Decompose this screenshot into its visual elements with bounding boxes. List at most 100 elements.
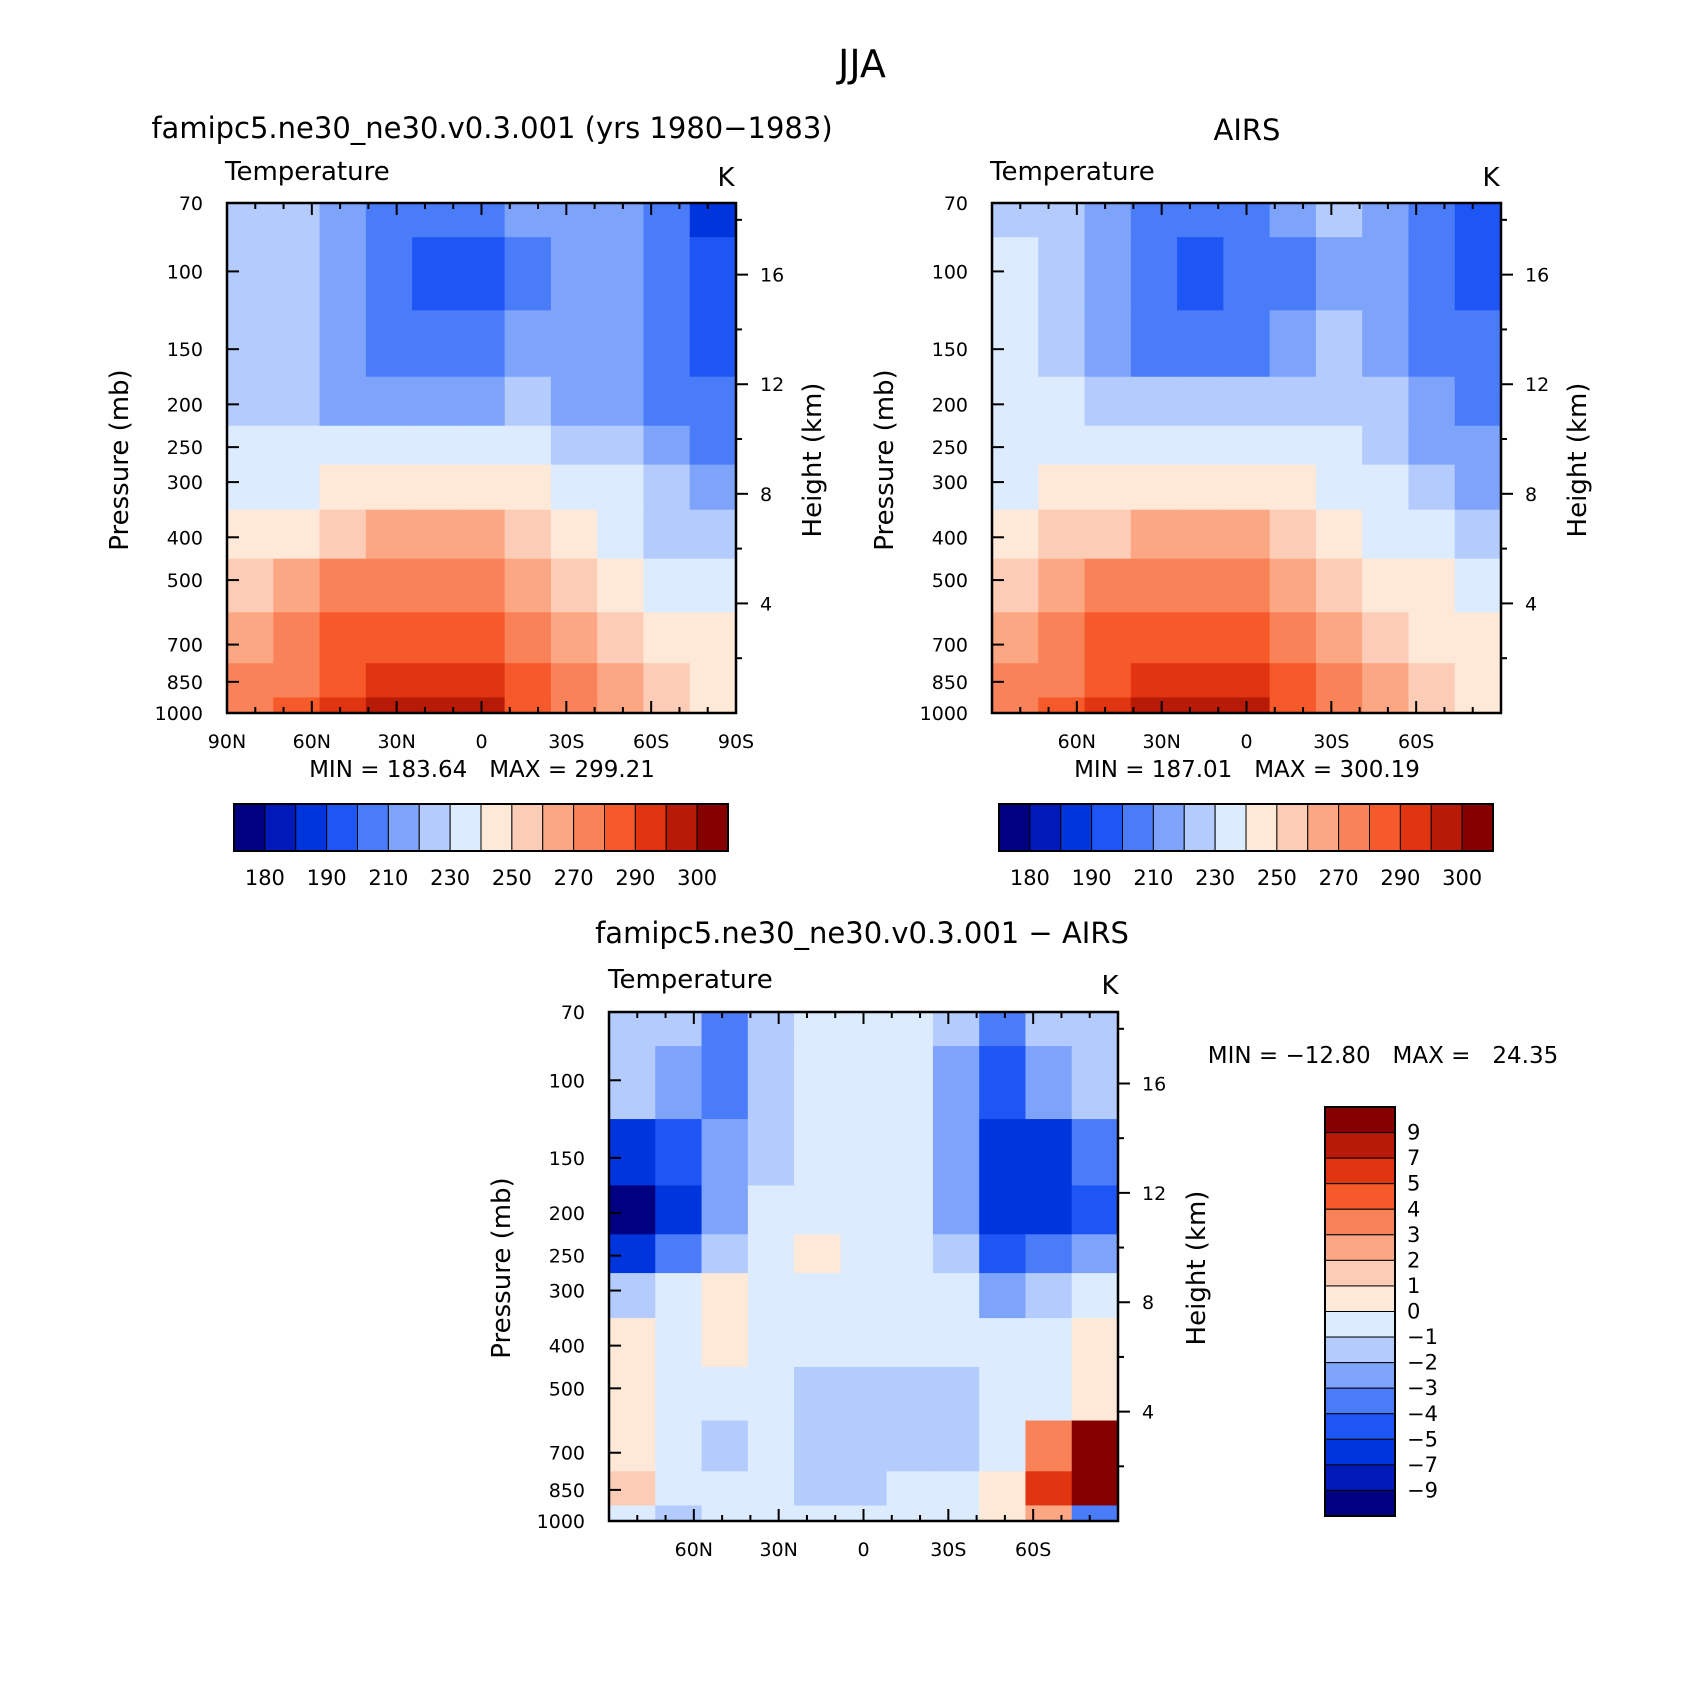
data-cell [1038, 310, 1086, 378]
data-cell [932, 1420, 980, 1472]
x-tick-label: 60S [1015, 1539, 1051, 1561]
data-cell [1454, 203, 1502, 238]
data-cell [412, 663, 459, 699]
variable-label: Temperature [607, 965, 773, 995]
data-cell [655, 1505, 703, 1522]
data-cell [643, 376, 691, 427]
data-cell [273, 376, 321, 427]
units-label: K [1482, 163, 1500, 193]
data-cell [273, 237, 321, 311]
data-cell [458, 663, 506, 699]
data-cell [273, 464, 321, 511]
data-cell [1362, 558, 1410, 613]
colorbar-swatch [1152, 803, 1185, 852]
colorbar-swatch [1461, 803, 1494, 852]
data-cell [840, 1471, 888, 1507]
data-cell [655, 1318, 703, 1368]
data-cell [992, 558, 1039, 613]
data-cell [689, 697, 737, 714]
data-cell [412, 203, 459, 238]
data-cell [1025, 1185, 1073, 1235]
colorbar-swatch [1060, 803, 1093, 852]
variable-label: Temperature [989, 157, 1155, 187]
data-cell [1269, 376, 1317, 427]
data-cell [747, 1366, 795, 1422]
data-cell [1454, 663, 1502, 699]
data-cell [319, 425, 367, 466]
data-cell [643, 310, 691, 378]
data-cell [992, 310, 1039, 378]
colorbar-label: 1 [1407, 1274, 1420, 1298]
y2-axis-label: Height (km) [1563, 383, 1593, 538]
y-tick-label: 1000 [155, 703, 203, 725]
colorbar-swatch [1324, 1285, 1396, 1312]
data-cell [655, 1185, 703, 1235]
data-cell [609, 1366, 656, 1422]
data-cell [1084, 509, 1132, 560]
data-cell [227, 612, 274, 664]
data-cell [1223, 310, 1271, 378]
data-cell [1177, 425, 1224, 466]
data-cell [1454, 697, 1502, 714]
y2-tick-label: 8 [760, 484, 772, 506]
data-cell [365, 376, 413, 427]
colorbar-swatch [634, 803, 667, 852]
data-cell [412, 376, 459, 427]
data-cell [1130, 237, 1178, 311]
colorbar-swatch [1029, 803, 1062, 852]
data-cell [1408, 509, 1456, 560]
data-cell [1223, 509, 1271, 560]
data-cell [1038, 376, 1086, 427]
data-cell [609, 1012, 656, 1047]
data-cell [794, 1318, 841, 1368]
data-cell [1177, 237, 1224, 311]
data-cell [1177, 663, 1224, 699]
y-tick-label: 700 [167, 635, 203, 657]
data-cell [1454, 612, 1502, 664]
y-tick-label: 1000 [920, 703, 968, 725]
y-tick-label: 200 [167, 394, 203, 416]
data-cell [1269, 203, 1317, 238]
data-cell [689, 509, 737, 560]
data-cell [655, 1119, 703, 1187]
data-cell [1362, 310, 1410, 378]
colorbar-swatch [573, 803, 605, 852]
data-cell [1362, 425, 1410, 466]
data-cell [747, 1318, 795, 1368]
contour-plot-model: 90N 60N 30N 0 30S 60S 90S 70 100 150 200 250 300 400 5… [155, 193, 785, 753]
data-cell [597, 464, 645, 511]
colorbar-label: −9 [1407, 1478, 1438, 1502]
colorbar-swatch [1307, 803, 1340, 852]
data-cell [1177, 509, 1224, 560]
data-cell [655, 1012, 703, 1047]
data-cell [550, 697, 598, 714]
data-cell [643, 663, 691, 699]
colorbar-swatch [1369, 803, 1401, 852]
data-cell [701, 1273, 749, 1319]
colorbar-label: 230 [430, 866, 470, 890]
y-tick-label: 300 [549, 1281, 585, 1303]
data-cell [1084, 310, 1132, 378]
data-cell [597, 237, 645, 311]
data-cell [1269, 612, 1317, 664]
y-tick-label: 500 [167, 570, 203, 592]
colorbar-swatch [1091, 803, 1123, 852]
data-cell [701, 1234, 749, 1274]
data-cell [1315, 697, 1363, 714]
data-cell [1038, 663, 1086, 699]
panel-title: famipc5.ne30_ne30.v0.3.001 (yrs 1980−198… [151, 111, 832, 145]
data-cell [458, 376, 506, 427]
colorbar-label: −4 [1407, 1402, 1438, 1426]
data-cell [840, 1366, 888, 1422]
data-cell [689, 464, 737, 511]
colorbar-label: 290 [1380, 866, 1420, 890]
data-cell [1315, 558, 1363, 613]
data-cell [1177, 697, 1224, 714]
data-cell [1130, 376, 1178, 427]
colorbar-label: 3 [1407, 1223, 1420, 1247]
data-cell [1454, 558, 1502, 613]
colorbar-label: 0 [1407, 1300, 1420, 1324]
colorbar-label: 7 [1407, 1146, 1420, 1170]
y2-tick-label: 8 [1525, 484, 1537, 506]
x-tick-label: 60S [1398, 731, 1434, 753]
